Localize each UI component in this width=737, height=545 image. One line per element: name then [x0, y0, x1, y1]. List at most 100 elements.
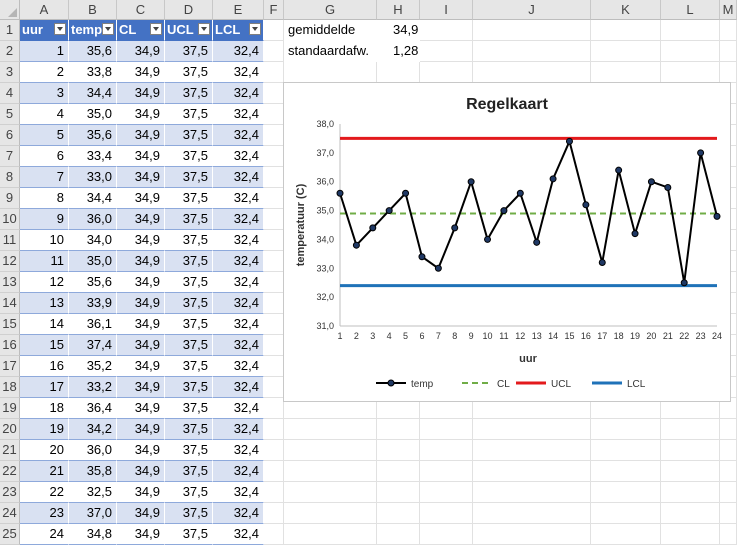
column-header-m[interactable]: M [720, 0, 737, 20]
table-cell[interactable]: 36,0 [69, 209, 117, 230]
row-header-15[interactable]: 15 [0, 314, 20, 335]
cell[interactable] [420, 62, 473, 83]
table-header-lcl[interactable]: LCL [213, 20, 264, 41]
table-cell[interactable]: 32,4 [213, 62, 264, 83]
control-chart[interactable]: Regelkaart 31,0 32,0 33,0 34,0 35,0 36,0 37,0 38… [283, 82, 731, 402]
table-cell[interactable]: 24 [20, 524, 69, 545]
table-cell[interactable]: 4 [20, 104, 69, 125]
cell[interactable] [473, 419, 591, 440]
table-cell[interactable]: 37,5 [165, 230, 213, 251]
row-header-16[interactable]: 16 [0, 335, 20, 356]
table-cell[interactable]: 34,9 [117, 167, 165, 188]
cell[interactable] [264, 83, 284, 104]
table-cell[interactable]: 34,9 [117, 146, 165, 167]
cell[interactable] [591, 20, 661, 41]
table-cell[interactable]: 34,9 [117, 62, 165, 83]
cell[interactable] [661, 440, 720, 461]
column-header-l[interactable]: L [661, 0, 720, 20]
table-cell[interactable]: 34,9 [117, 314, 165, 335]
cell[interactable] [264, 440, 284, 461]
table-cell[interactable]: 34,4 [69, 188, 117, 209]
table-cell[interactable]: 37,0 [69, 503, 117, 524]
cell[interactable] [284, 398, 377, 419]
table-header-temp[interactable]: temp [69, 20, 117, 41]
table-cell[interactable]: 36,0 [69, 440, 117, 461]
table-cell[interactable]: 35,8 [69, 461, 117, 482]
table-cell[interactable]: 37,5 [165, 104, 213, 125]
cell[interactable] [473, 398, 591, 419]
column-header-f[interactable]: F [264, 0, 284, 20]
table-cell[interactable]: 37,5 [165, 293, 213, 314]
row-header-9[interactable]: 9 [0, 188, 20, 209]
table-cell[interactable]: 3 [20, 83, 69, 104]
cell[interactable] [284, 503, 377, 524]
cell[interactable] [720, 440, 737, 461]
row-header-7[interactable]: 7 [0, 146, 20, 167]
select-all-corner[interactable] [0, 0, 20, 20]
table-cell[interactable]: 37,5 [165, 62, 213, 83]
table-cell[interactable]: 8 [20, 188, 69, 209]
table-cell[interactable]: 33,2 [69, 377, 117, 398]
table-cell[interactable]: 37,5 [165, 41, 213, 62]
row-header-1[interactable]: 1 [0, 20, 20, 41]
cell[interactable] [661, 503, 720, 524]
cell[interactable] [377, 482, 420, 503]
table-cell[interactable]: 37,5 [165, 146, 213, 167]
cell[interactable] [720, 419, 737, 440]
cell[interactable] [661, 461, 720, 482]
cell[interactable] [661, 62, 720, 83]
table-cell[interactable]: 32,4 [213, 482, 264, 503]
table-cell[interactable]: 37,5 [165, 125, 213, 146]
cell[interactable] [591, 419, 661, 440]
column-header-g[interactable]: G [284, 0, 377, 20]
row-header-25[interactable]: 25 [0, 524, 20, 545]
table-cell[interactable]: 1 [20, 41, 69, 62]
table-cell[interactable]: 17 [20, 377, 69, 398]
table-cell[interactable]: 34,9 [117, 83, 165, 104]
cell[interactable] [591, 440, 661, 461]
cell[interactable] [661, 41, 720, 62]
cell[interactable] [264, 209, 284, 230]
table-cell[interactable]: 32,4 [213, 146, 264, 167]
table-cell[interactable]: 34,9 [117, 482, 165, 503]
table-cell[interactable]: 32,4 [213, 167, 264, 188]
table-header-uur[interactable]: uur [20, 20, 69, 41]
table-cell[interactable]: 11 [20, 251, 69, 272]
cell[interactable] [264, 188, 284, 209]
table-cell[interactable]: 32,4 [213, 188, 264, 209]
cell[interactable] [264, 419, 284, 440]
row-header-4[interactable]: 4 [0, 83, 20, 104]
cell[interactable] [591, 482, 661, 503]
cell[interactable] [377, 503, 420, 524]
cell[interactable] [264, 482, 284, 503]
table-cell[interactable]: 33,0 [69, 167, 117, 188]
table-cell[interactable]: 20 [20, 440, 69, 461]
cell[interactable] [661, 398, 720, 419]
table-cell[interactable]: 32,4 [213, 524, 264, 545]
table-cell[interactable]: 34,9 [117, 104, 165, 125]
table-cell[interactable]: 34,9 [117, 335, 165, 356]
cell[interactable] [264, 461, 284, 482]
table-cell[interactable]: 34,9 [117, 272, 165, 293]
table-cell[interactable]: 32,4 [213, 314, 264, 335]
cell[interactable] [420, 524, 473, 545]
table-cell[interactable]: 22 [20, 482, 69, 503]
cell[interactable] [473, 62, 591, 83]
cell[interactable] [420, 398, 473, 419]
table-cell[interactable]: 37,5 [165, 356, 213, 377]
table-cell[interactable]: 37,5 [165, 314, 213, 335]
row-header-19[interactable]: 19 [0, 398, 20, 419]
table-cell[interactable]: 36,4 [69, 398, 117, 419]
row-header-14[interactable]: 14 [0, 293, 20, 314]
table-cell[interactable]: 34,9 [117, 419, 165, 440]
table-cell[interactable]: 34,9 [117, 398, 165, 419]
table-cell[interactable]: 32,4 [213, 125, 264, 146]
filter-dropdown-icon[interactable] [150, 23, 162, 35]
cell[interactable] [264, 41, 284, 62]
table-cell[interactable]: 19 [20, 419, 69, 440]
cell[interactable] [284, 524, 377, 545]
table-cell[interactable]: 35,0 [69, 251, 117, 272]
table-cell[interactable]: 35,0 [69, 104, 117, 125]
cell[interactable] [264, 398, 284, 419]
table-cell[interactable]: 32,4 [213, 41, 264, 62]
